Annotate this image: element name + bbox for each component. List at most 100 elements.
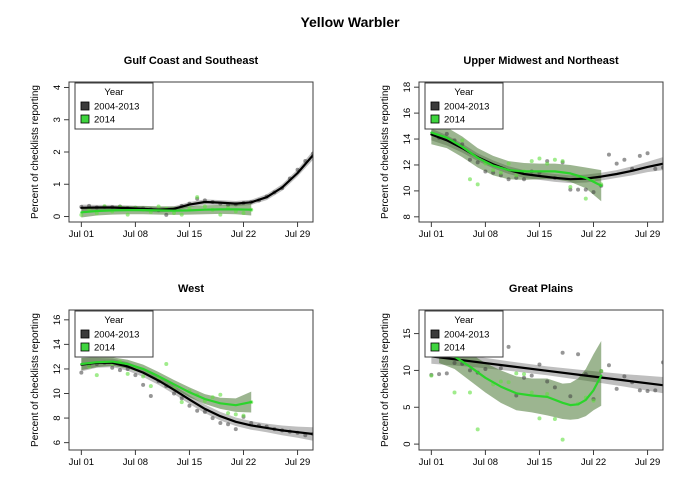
- scatter-point-2014: [94, 373, 99, 378]
- scatter-point-2014: [514, 371, 519, 376]
- scatter-point-2014: [156, 204, 161, 209]
- plot-frame: [68, 309, 314, 451]
- scatter-point-2004-2013: [249, 420, 254, 425]
- scatter-point-2014: [179, 400, 184, 405]
- x-tick-label: Jul 22: [581, 229, 606, 240]
- scatter-point-2004-2013: [467, 157, 472, 162]
- scatter-point-2004-2013: [444, 131, 449, 136]
- scatter-point-2004-2013: [576, 352, 581, 357]
- legend: Year 2004-2013 2014: [74, 82, 154, 130]
- scatter-point-2014: [467, 177, 472, 182]
- panel-title: Great Plains: [509, 283, 573, 295]
- x-tick-label: Jul 22: [581, 457, 606, 468]
- scatter-point-2014: [529, 390, 534, 395]
- scatter-point-2014: [195, 195, 200, 200]
- scatter-point-2014: [529, 159, 534, 164]
- scatter-point-2004-2013: [552, 385, 557, 390]
- legend-title: Year: [454, 87, 473, 98]
- scatter-point-2014: [141, 374, 146, 379]
- scatter-point-2014: [552, 157, 557, 162]
- scatter-point-2014: [218, 212, 223, 217]
- trend-line-2014: [80, 360, 253, 407]
- scatter-point-2014: [522, 372, 527, 377]
- scatter-point-2014: [210, 395, 215, 400]
- scatter-point-2004-2013: [637, 388, 642, 393]
- scatter-point-2004-2013: [437, 372, 442, 377]
- scatter-point-2004-2013: [452, 361, 457, 366]
- x-tick-label: Jul 08: [473, 457, 498, 468]
- scatter-point-2014: [498, 170, 503, 175]
- scatter-point-2004-2013: [560, 350, 565, 355]
- y-tick-label: 6: [52, 440, 63, 445]
- scatter-point-2014: [218, 392, 223, 397]
- scatter-point-2014: [475, 182, 480, 187]
- legend-swatch-2014: [430, 114, 440, 124]
- x-tick-label: Jul 08: [123, 457, 148, 468]
- chart-panel-gulf-coast-and-southeast: Jul 01 Jul 08 Jul 15 Jul 22 Jul 29 0 1 2 3 4 Gulf …: [30, 55, 314, 240]
- y-tick-label: 18: [402, 82, 413, 93]
- x-tick-label: Jul 22: [231, 457, 256, 468]
- x-tick-label: Jul 15: [177, 457, 202, 468]
- scatter-point-2014: [125, 371, 130, 376]
- scatter-point-2004-2013: [202, 409, 207, 414]
- legend-swatch-2014: [80, 342, 90, 352]
- scatter-point-2004-2013: [444, 371, 449, 376]
- scatter-point-2004-2013: [576, 187, 581, 192]
- scatter-point-2004-2013: [614, 161, 619, 166]
- legend: Year 2004-2013 2014: [74, 310, 154, 358]
- x-tick-label: Jul 01: [419, 229, 444, 240]
- y-tick-label: 14: [402, 134, 413, 145]
- legend: Year 2004-2013 2014: [424, 82, 504, 130]
- legend-swatch-2004-2013: [430, 329, 440, 339]
- plot-area: [429, 339, 663, 442]
- scatter-point-2004-2013: [645, 389, 650, 394]
- scatter-point-2014: [179, 212, 184, 217]
- legend: Year 2004-2013 2014: [424, 310, 504, 358]
- x-tick-label: Jul 29: [635, 229, 660, 240]
- scatter-point-2004-2013: [606, 152, 611, 157]
- scatter-point-2004-2013: [110, 365, 115, 370]
- x-tick-label: Jul 01: [69, 229, 94, 240]
- trend-line-2004-2013: [430, 355, 663, 387]
- y-tick-label: 4: [52, 85, 63, 90]
- legend-label: 2004-2013: [444, 102, 489, 113]
- scatter-point-2004-2013: [583, 187, 588, 192]
- x-tick-label: Jul 22: [231, 229, 256, 240]
- legend-swatch-2004-2013: [80, 329, 90, 339]
- scatter-point-2014: [79, 212, 84, 217]
- legend-label: 2004-2013: [444, 330, 489, 341]
- panel-title: Gulf Coast and Southeast: [124, 55, 259, 67]
- scatter-point-2014: [164, 362, 169, 367]
- scatter-point-2014: [545, 161, 550, 166]
- panel-title: West: [178, 283, 204, 295]
- y-tick-label: 10: [402, 186, 413, 197]
- scatter-point-2014: [568, 185, 573, 189]
- legend-label: 2014: [444, 343, 465, 354]
- x-tick-label: Jul 08: [123, 229, 148, 240]
- y-tick-label: 8: [52, 415, 63, 420]
- legend-label: 2004-2013: [94, 102, 139, 113]
- scatter-point-2004-2013: [591, 190, 596, 195]
- y-axis-label: Percent of checklists reporting: [380, 85, 391, 219]
- x-tick-label: Jul 15: [527, 229, 552, 240]
- legend-title: Year: [454, 315, 473, 326]
- scatter-point-2004-2013: [614, 386, 619, 391]
- panel-title: Upper Midwest and Northeast: [463, 55, 619, 67]
- plot-frame: [418, 309, 664, 451]
- legend-swatch-2004-2013: [80, 101, 90, 111]
- scatter-point-2004-2013: [148, 393, 153, 398]
- scatter-point-2004-2013: [164, 212, 169, 217]
- plot-area: [430, 120, 663, 202]
- trend-line-2004-2013: [80, 361, 313, 436]
- chart-panel-west: Jul 01 Jul 08 Jul 15 Jul 22 Jul 29 6 8 10 12 14 16…: [30, 283, 314, 468]
- scatter-point-2004-2013: [653, 166, 658, 171]
- figure-title: Yellow Warbler: [300, 14, 400, 30]
- scatter-point-2004-2013: [117, 368, 122, 373]
- legend-title: Year: [104, 315, 123, 326]
- scatter-point-2014: [506, 380, 511, 385]
- y-axis-label: Percent of checklists reporting: [380, 313, 391, 447]
- y-tick-label: 12: [52, 364, 63, 375]
- confidence-band-2014: [431, 120, 602, 202]
